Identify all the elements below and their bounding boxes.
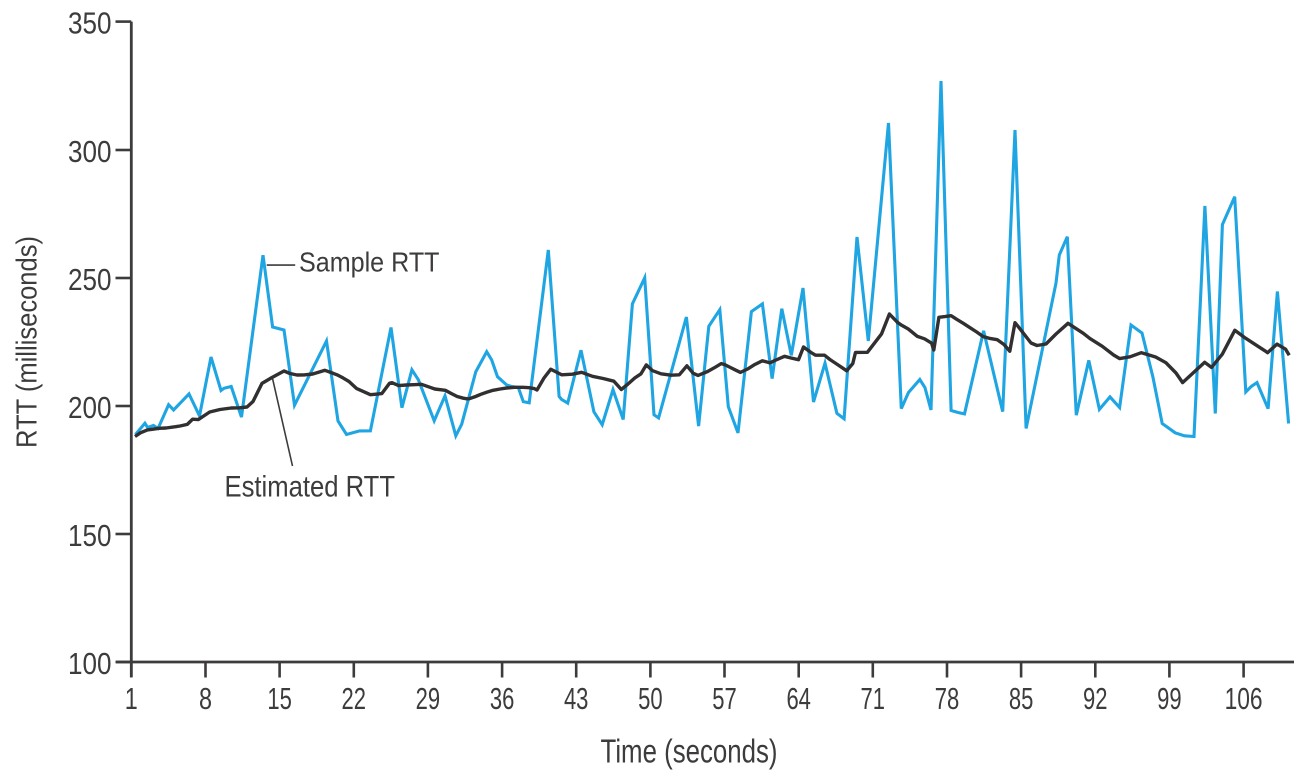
svg-text:150: 150: [68, 519, 112, 553]
svg-text:85: 85: [1009, 682, 1034, 716]
svg-text:300: 300: [68, 135, 112, 169]
svg-text:99: 99: [1157, 682, 1182, 716]
svg-text:29: 29: [416, 682, 441, 716]
svg-text:200: 200: [68, 391, 112, 425]
svg-text:350: 350: [68, 7, 112, 41]
svg-text:22: 22: [342, 682, 367, 716]
svg-text:Time (seconds): Time (seconds): [601, 733, 778, 770]
svg-text:71: 71: [861, 682, 886, 716]
svg-text:8: 8: [199, 682, 212, 716]
svg-text:1: 1: [125, 682, 138, 716]
svg-text:100: 100: [68, 647, 112, 681]
svg-text:64: 64: [786, 682, 811, 716]
svg-text:250: 250: [68, 263, 112, 297]
svg-text:57: 57: [712, 682, 737, 716]
svg-text:106: 106: [1225, 682, 1263, 716]
svg-text:92: 92: [1083, 682, 1108, 716]
svg-text:36: 36: [490, 682, 515, 716]
svg-text:RTT (milliseconds): RTT (milliseconds): [12, 236, 44, 448]
svg-text:15: 15: [267, 682, 292, 716]
svg-text:43: 43: [564, 682, 589, 716]
svg-text:Sample RTT: Sample RTT: [299, 246, 440, 277]
svg-text:78: 78: [935, 682, 960, 716]
svg-text:50: 50: [638, 682, 663, 716]
svg-text:Estimated RTT: Estimated RTT: [225, 471, 396, 504]
